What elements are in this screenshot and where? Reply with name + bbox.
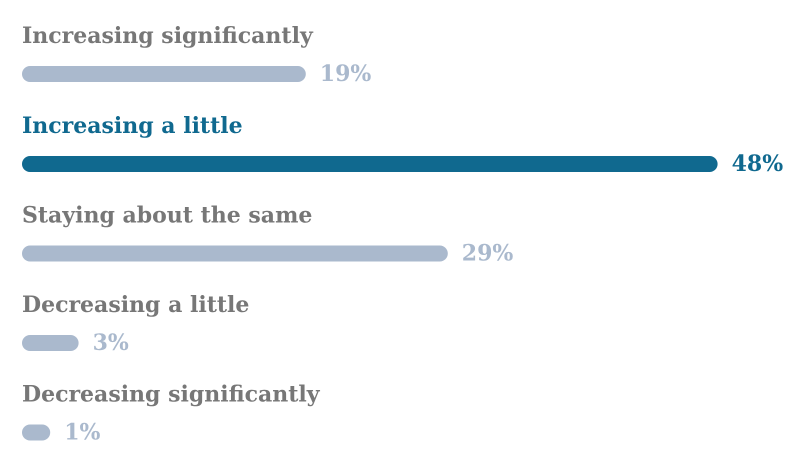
value-label: 48% [732, 151, 784, 177]
bar [22, 245, 448, 262]
category-label: Decreasing significantly [22, 382, 321, 408]
value-label: 1% [64, 420, 100, 446]
category-label: Increasing significantly [22, 23, 314, 49]
bar [22, 424, 51, 441]
bar [22, 335, 79, 351]
value-label: 3% [93, 330, 129, 356]
bar [22, 156, 718, 172]
category-label: Decreasing a little [22, 292, 249, 318]
category-label: Increasing a little [22, 113, 243, 139]
bar [22, 66, 306, 82]
category-label: Staying about the same [22, 203, 312, 229]
value-label: 29% [462, 241, 514, 267]
value-label: 19% [320, 61, 372, 87]
